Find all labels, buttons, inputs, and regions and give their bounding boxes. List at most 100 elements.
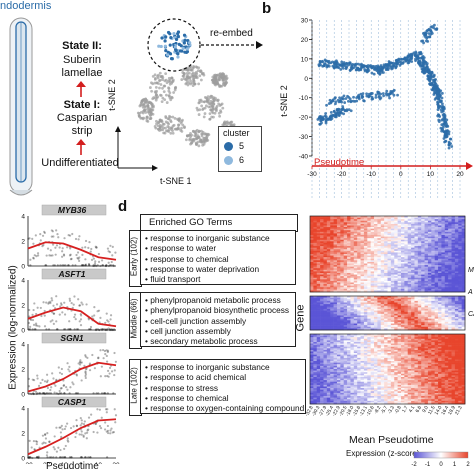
heatmap-cell xyxy=(411,290,415,293)
expression-point xyxy=(105,360,109,363)
heatmap-cell xyxy=(313,282,318,285)
heatmap-cell xyxy=(363,260,368,263)
heatmap-cell xyxy=(326,238,331,241)
heatmap-cell xyxy=(414,302,419,305)
heatmap-cell xyxy=(370,239,375,242)
expression-point xyxy=(53,448,56,451)
heatmap-cell xyxy=(360,222,365,225)
heatmap-cell xyxy=(313,258,318,261)
heatmap-cell xyxy=(320,297,324,300)
heatmap-cell xyxy=(374,269,378,272)
heatmap-cell xyxy=(380,288,385,291)
heatmap-cell xyxy=(320,271,324,274)
expression-point xyxy=(105,312,108,315)
scatter-point xyxy=(344,97,348,100)
expression-point xyxy=(87,416,91,419)
heatmap-cell xyxy=(326,228,331,231)
tsne-point xyxy=(197,66,201,70)
heatmap-cell xyxy=(444,219,449,222)
heatmap-cell xyxy=(404,233,409,236)
heatmap-cell xyxy=(353,300,358,303)
heatmap-cell xyxy=(421,282,425,285)
heatmap-cell xyxy=(448,312,452,315)
heatmap-cell xyxy=(326,223,331,226)
tsne-point xyxy=(204,104,208,108)
scatter-point xyxy=(432,74,436,78)
heatmap-cell xyxy=(310,220,314,223)
scatter-point xyxy=(373,68,377,71)
heatmap-cell xyxy=(404,317,409,319)
heatmap-cell xyxy=(407,276,412,279)
heatmap-cell xyxy=(387,244,392,247)
heatmap-cell xyxy=(323,263,328,266)
zero-point xyxy=(49,392,53,395)
tsne-point xyxy=(164,78,168,82)
heatmap-cell xyxy=(454,282,459,285)
heatmap-cell xyxy=(427,297,432,300)
heatmap-cell xyxy=(313,284,318,286)
heatmap-cell xyxy=(363,238,368,241)
heatmap-cell xyxy=(448,305,452,308)
heatmap-cell xyxy=(434,290,439,293)
heatmap-cell xyxy=(336,273,341,275)
heatmap-cell xyxy=(451,238,456,241)
heatmap-cell xyxy=(340,235,344,237)
heatmap-cell xyxy=(434,287,439,290)
tsne-point xyxy=(173,88,177,92)
scatter-point xyxy=(449,137,453,141)
expression-point xyxy=(46,451,49,454)
legend-label-6: 6 xyxy=(239,155,245,165)
heatmap-cell xyxy=(390,310,395,313)
tsne-point xyxy=(155,119,158,123)
heatmap-cell xyxy=(421,233,425,236)
heatmap-cell xyxy=(434,280,439,283)
tsne-point xyxy=(194,65,198,69)
expression-point xyxy=(63,301,66,304)
heatmap-cell xyxy=(340,217,344,220)
heatmap-cell xyxy=(434,312,439,315)
expression-point xyxy=(28,308,31,312)
heatmap-cell xyxy=(330,274,334,277)
heatmap-cell xyxy=(377,257,382,260)
heatmap-cell xyxy=(330,230,334,233)
heatmap-cell xyxy=(350,302,355,305)
heatmap-cell xyxy=(451,252,456,255)
scatter-point xyxy=(336,112,339,116)
heatmap-cell xyxy=(353,219,358,222)
heatmap-cell xyxy=(394,276,398,279)
zero-point xyxy=(67,264,70,267)
heatmap-cell xyxy=(323,257,328,260)
heatmap-cell xyxy=(343,263,348,266)
heatmap-cell xyxy=(458,231,462,234)
heatmap-cell xyxy=(411,268,415,271)
x-tick-label: 10 xyxy=(427,171,435,178)
heatmap-cell xyxy=(313,220,318,223)
heatmap-cell xyxy=(421,244,425,247)
heatmap-cell xyxy=(343,222,348,225)
heatmap-cell xyxy=(400,225,405,228)
tsne-point xyxy=(149,111,153,114)
heatmap-cell xyxy=(390,315,395,318)
heatmap-cell xyxy=(414,308,419,311)
zero-point xyxy=(35,456,39,459)
heatmap-cell xyxy=(367,231,371,234)
heatmap-cell xyxy=(434,222,439,225)
scatter-point xyxy=(372,72,376,76)
heatmap-cell xyxy=(414,220,419,223)
heatmap-cell xyxy=(417,247,422,250)
heatmap-cell xyxy=(448,246,452,248)
heatmap-cell xyxy=(414,317,419,319)
heatmap-cell xyxy=(336,219,341,222)
heatmap-cell xyxy=(394,305,398,308)
heatmap-cell xyxy=(417,280,422,283)
heatmap-cell xyxy=(441,287,446,290)
heatmap-cell xyxy=(336,279,341,282)
heatmap-cell xyxy=(377,227,382,229)
heatmap-cell xyxy=(444,252,449,255)
heatmap-cell xyxy=(370,242,375,245)
heatmap-cell xyxy=(454,266,459,269)
heatmap-cell xyxy=(421,284,425,286)
heatmap-cell xyxy=(367,290,371,293)
heatmap-cell xyxy=(417,307,422,310)
heatmap-cell xyxy=(360,277,365,280)
